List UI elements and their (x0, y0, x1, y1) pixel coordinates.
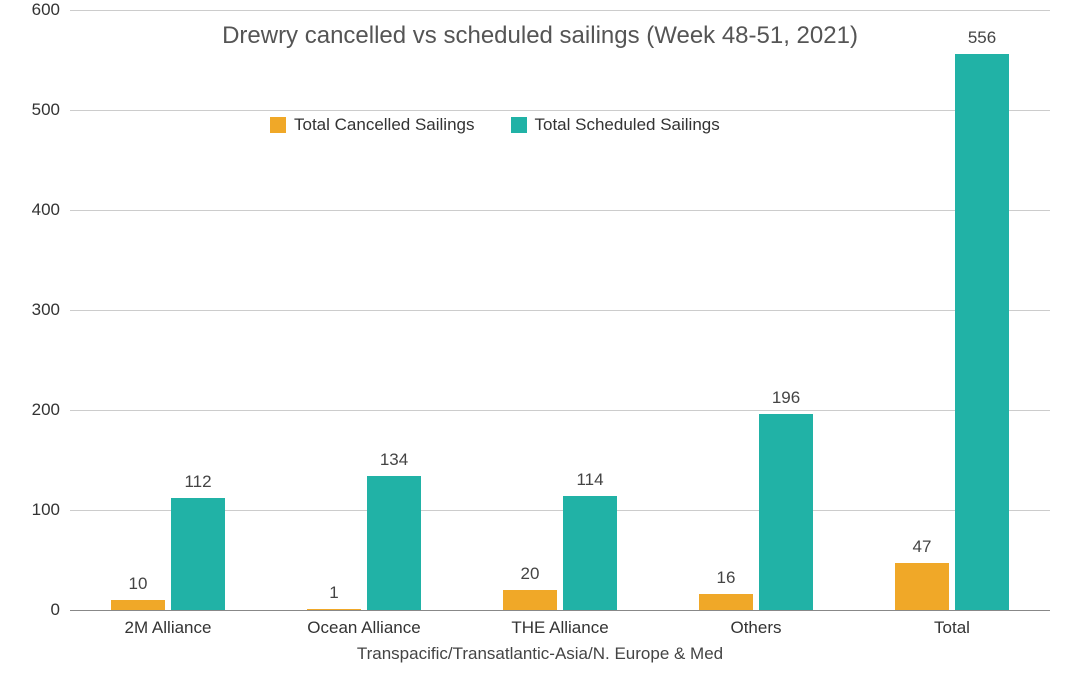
y-tick-label: 200 (32, 400, 70, 420)
bar-value-label: 16 (717, 568, 736, 594)
bar-value-label: 1 (329, 583, 338, 609)
bar-pair: 20 114 (462, 10, 658, 610)
bar-value-label: 10 (129, 574, 148, 600)
legend-swatch-icon (511, 117, 527, 133)
category-label: 2M Alliance (125, 610, 212, 638)
chart-plot-area: 0100200300400500600101122M Alliance1134O… (70, 10, 1050, 610)
bar-scheduled: 196 (759, 414, 813, 610)
chart-legend: Total Cancelled Sailings Total Scheduled… (270, 115, 720, 135)
bar-cancelled: 10 (111, 600, 165, 610)
legend-label: Total Cancelled Sailings (294, 115, 475, 135)
chart-x-axis-label: Transpacific/Transatlantic-Asia/N. Europ… (0, 644, 1080, 664)
y-tick-label: 100 (32, 500, 70, 520)
category-label: Total (934, 610, 970, 638)
y-tick-label: 300 (32, 300, 70, 320)
bar-pair: 1 134 (266, 10, 462, 610)
legend-item-cancelled: Total Cancelled Sailings (270, 115, 475, 135)
bar-cancelled: 16 (699, 594, 753, 610)
category-label: Others (730, 610, 781, 638)
y-tick-label: 400 (32, 200, 70, 220)
bar-pair: 10 112 (70, 10, 266, 610)
bar-scheduled: 114 (563, 496, 617, 610)
bar-pair: 47556 (854, 10, 1050, 610)
category-group: 20114THE Alliance (462, 10, 658, 610)
category-label: Ocean Alliance (307, 610, 420, 638)
bar-pair: 16 196 (658, 10, 854, 610)
y-tick-label: 500 (32, 100, 70, 120)
bar-cancelled: 47 (895, 563, 949, 610)
bar-value-label: 196 (772, 388, 800, 414)
legend-label: Total Scheduled Sailings (535, 115, 720, 135)
legend-item-scheduled: Total Scheduled Sailings (511, 115, 720, 135)
category-group: 101122M Alliance (70, 10, 266, 610)
bar-value-label: 20 (521, 564, 540, 590)
bar-value-label: 134 (380, 450, 408, 476)
bar-scheduled: 112 (171, 498, 225, 610)
category-label: THE Alliance (511, 610, 608, 638)
legend-swatch-icon (270, 117, 286, 133)
y-tick-label: 0 (51, 600, 70, 620)
bar-scheduled: 556 (955, 54, 1009, 610)
bar-value-label: 112 (184, 472, 211, 498)
category-group: 16196Others (658, 10, 854, 610)
category-group: 1134Ocean Alliance (266, 10, 462, 610)
bar-value-label: 114 (576, 470, 603, 496)
bar-scheduled: 134 (367, 476, 421, 610)
y-tick-label: 600 (32, 0, 70, 20)
bar-value-label: 47 (913, 537, 932, 563)
bar-value-label: 556 (968, 28, 996, 54)
bar-cancelled: 20 (503, 590, 557, 610)
category-group: 47556Total (854, 10, 1050, 610)
chart-container: Drewry cancelled vs scheduled sailings (… (0, 0, 1080, 677)
